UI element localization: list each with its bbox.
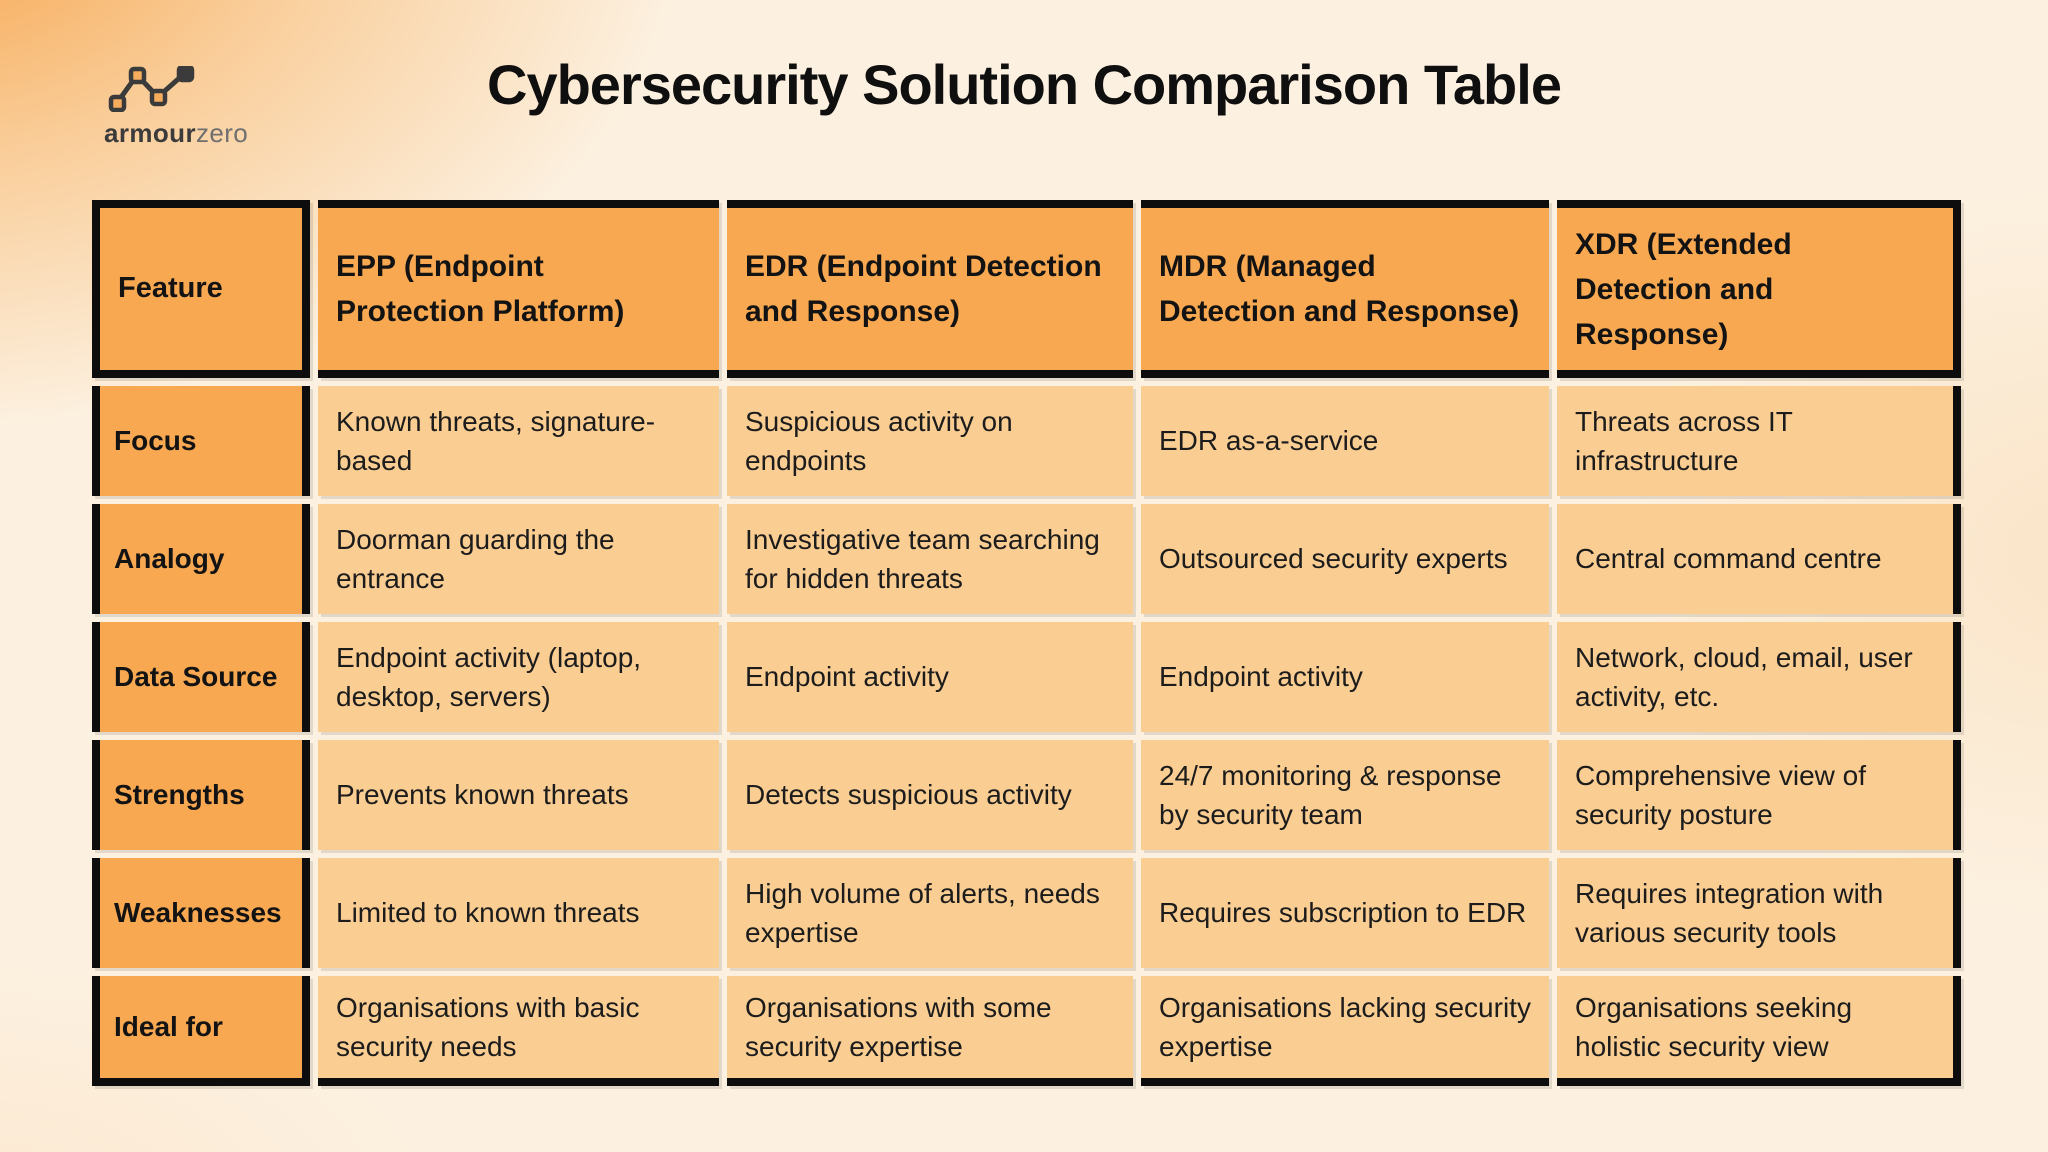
cell-ideal-for-xdr: Organisations seeking holistic security … <box>1557 976 1961 1086</box>
cell-focus-epp: Known threats, signature-based <box>318 386 719 496</box>
header-cell-edr: EDR (Endpoint Detection and Response) <box>727 200 1133 378</box>
logo-wordmark: armourzero <box>104 120 248 146</box>
row-label-strengths: Strengths <box>92 740 310 850</box>
cell-data-source-xdr: Network, cloud, email, user activity, et… <box>1557 622 1961 732</box>
logo-zigzag-chart-icon <box>108 66 195 112</box>
cell-ideal-for-edr: Organisations with some security experti… <box>727 976 1133 1086</box>
cell-strengths-mdr: 24/7 monitoring & response by security t… <box>1141 740 1549 850</box>
row-label-weaknesses: Weaknesses <box>92 858 310 968</box>
cell-analogy-xdr: Central command centre <box>1557 504 1961 614</box>
cell-data-source-epp: Endpoint activity (laptop, desktop, serv… <box>318 622 719 732</box>
cell-weaknesses-epp: Limited to known threats <box>318 858 719 968</box>
cell-data-source-mdr: Endpoint activity <box>1141 622 1549 732</box>
cell-weaknesses-xdr: Requires integration with various securi… <box>1557 858 1961 968</box>
comparison-table: Feature EPP (Endpoint Protection Platfor… <box>92 200 1961 1086</box>
cell-focus-edr: Suspicious activity on endpoints <box>727 386 1133 496</box>
header-cell-epp: EPP (Endpoint Protection Platform) <box>318 200 719 378</box>
cell-ideal-for-mdr: Organisations lacking security expertise <box>1141 976 1549 1086</box>
cell-analogy-edr: Investigative team searching for hidden … <box>727 504 1133 614</box>
cell-analogy-mdr: Outsourced security experts <box>1141 504 1549 614</box>
logo-wordmark-zero: zero <box>195 118 249 148</box>
header-cell-feature: Feature <box>92 200 310 378</box>
cell-focus-xdr: Threats across IT infrastructure <box>1557 386 1961 496</box>
header-cell-mdr: MDR (Managed Detection and Response) <box>1141 200 1549 378</box>
cell-weaknesses-mdr: Requires subscription to EDR <box>1141 858 1549 968</box>
row-label-ideal-for: Ideal for <box>92 976 310 1086</box>
page-title: Cybersecurity Solution Comparison Table <box>487 53 1562 116</box>
row-label-data-source: Data Source <box>92 622 310 732</box>
cell-strengths-epp: Prevents known threats <box>318 740 719 850</box>
logo-wordmark-armour: armour <box>104 118 196 148</box>
cell-focus-mdr: EDR as-a-service <box>1141 386 1549 496</box>
cell-strengths-xdr: Comprehensive view of security posture <box>1557 740 1961 850</box>
cell-data-source-edr: Endpoint activity <box>727 622 1133 732</box>
row-label-analogy: Analogy <box>92 504 310 614</box>
armourzero-logo: armourzero <box>104 66 248 146</box>
cell-analogy-epp: Doorman guarding the entrance <box>318 504 719 614</box>
header-cell-xdr: XDR (Extended Detection and Response) <box>1557 200 1961 378</box>
cell-weaknesses-edr: High volume of alerts, needs expertise <box>727 858 1133 968</box>
cell-ideal-for-epp: Organisations with basic security needs <box>318 976 719 1086</box>
cell-strengths-edr: Detects suspicious activity <box>727 740 1133 850</box>
row-label-focus: Focus <box>92 386 310 496</box>
